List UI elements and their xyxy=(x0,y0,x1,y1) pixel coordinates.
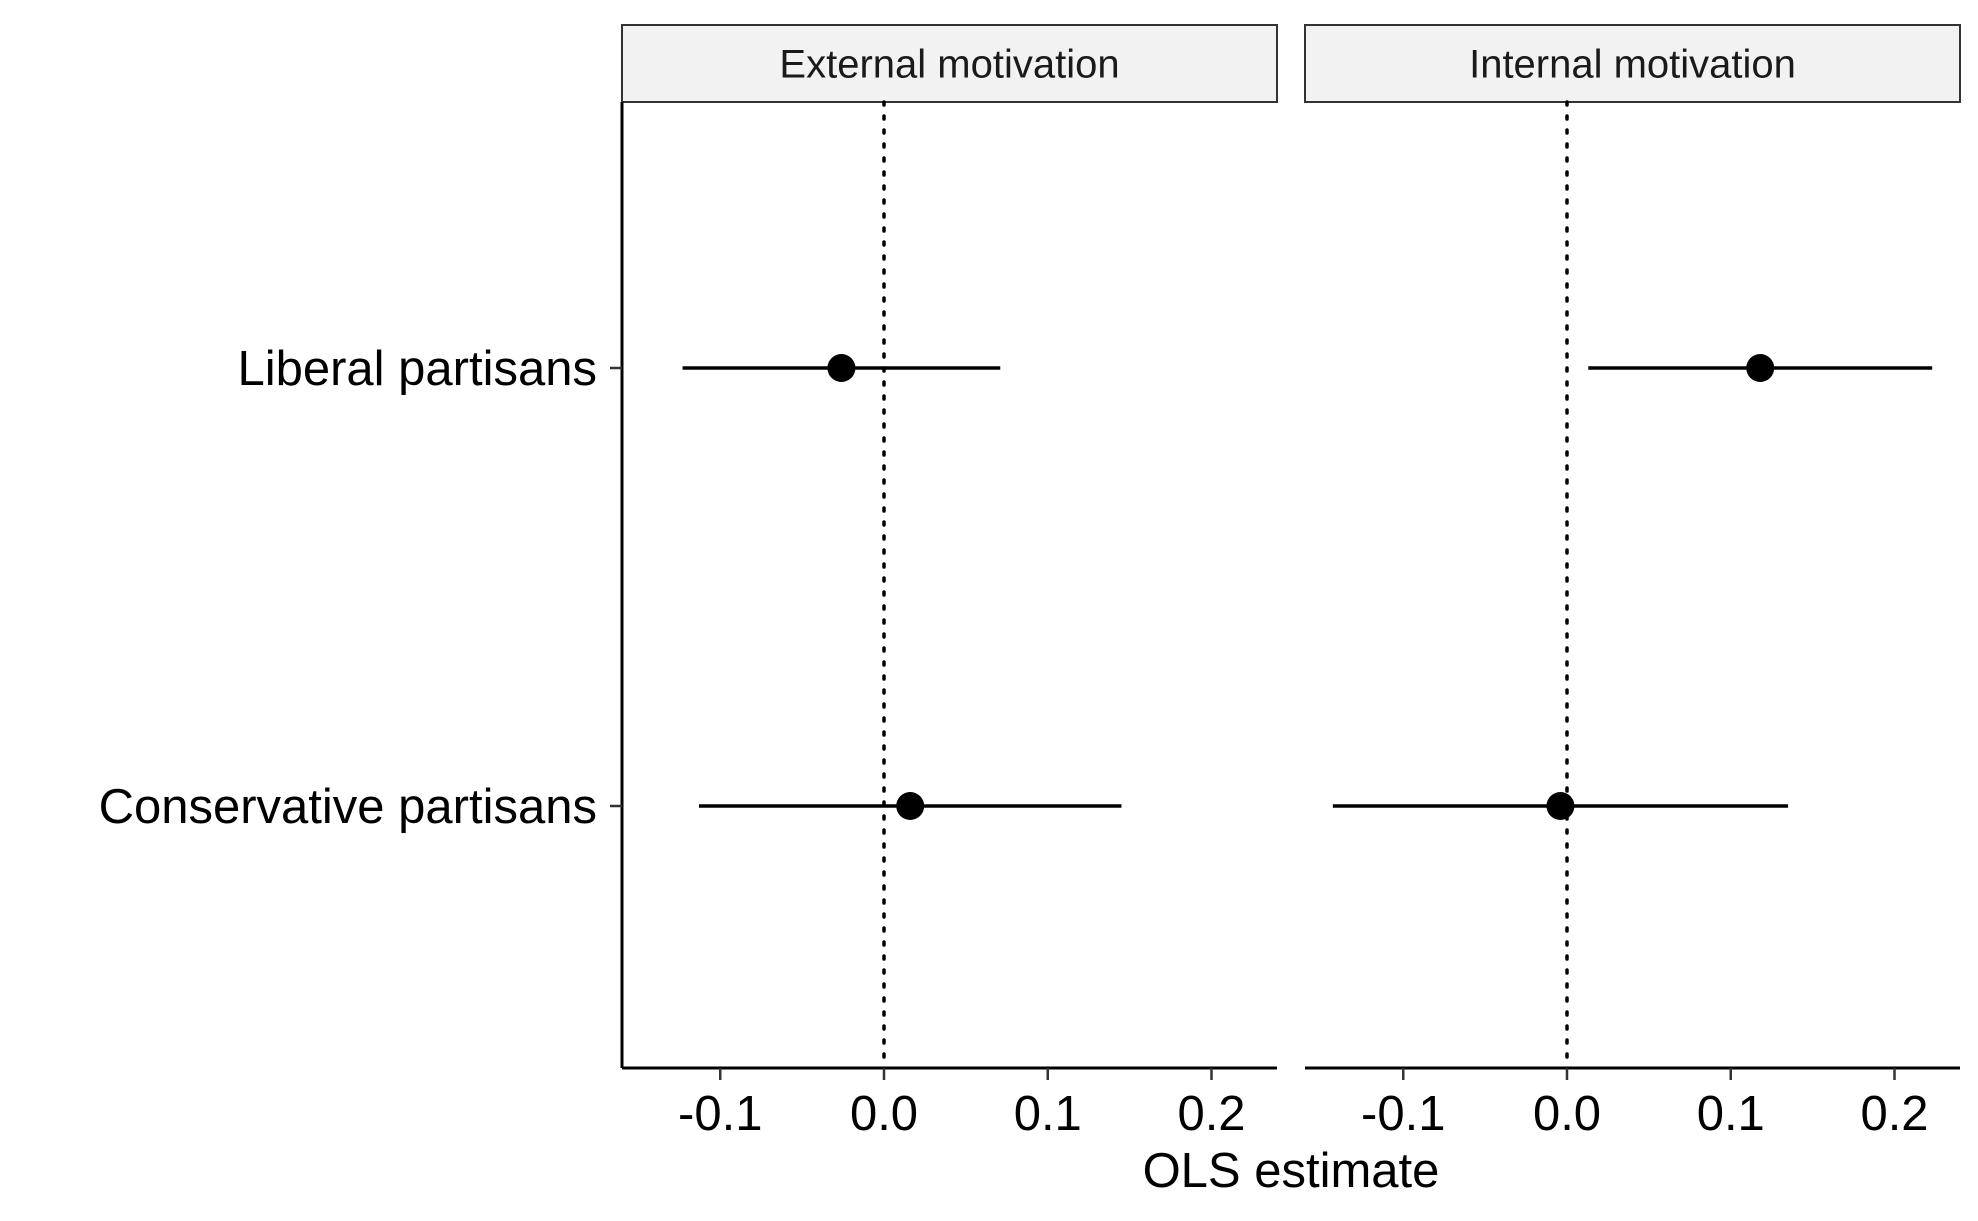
x-tick-label: -0.1 xyxy=(678,1087,762,1141)
x-tick-label: -0.1 xyxy=(1361,1087,1445,1141)
facet-strip xyxy=(621,24,1278,103)
x-tick-label: 0.2 xyxy=(1177,1087,1245,1141)
x-tick-label: 0.1 xyxy=(1014,1087,1082,1141)
x-tick-label: 0.2 xyxy=(1860,1087,1928,1141)
x-tick-label: 0.0 xyxy=(850,1087,918,1141)
point-estimate xyxy=(827,354,856,382)
x-axis-title: OLS estimate xyxy=(1143,1144,1440,1198)
point-estimate xyxy=(1546,792,1575,820)
facet-strip-label: Internal motivation xyxy=(1469,43,1796,87)
facet-panel: External motivation -0.1 0.0 0.1 0.2 xyxy=(621,24,1278,1141)
x-tick-label: 0.1 xyxy=(1697,1087,1765,1141)
point-estimate xyxy=(1746,354,1775,382)
point-estimate xyxy=(896,792,925,820)
facet-strip xyxy=(1304,24,1961,103)
facet-strip-label: External motivation xyxy=(779,43,1119,87)
y-category-label: Conservative partisans xyxy=(99,780,597,834)
facet-panel: Internal motivation -0.1 0.0 0.1 0.2 xyxy=(1304,24,1961,1141)
x-tick-label: 0.0 xyxy=(1533,1087,1601,1141)
y-category-label: Liberal partisans xyxy=(237,342,597,396)
